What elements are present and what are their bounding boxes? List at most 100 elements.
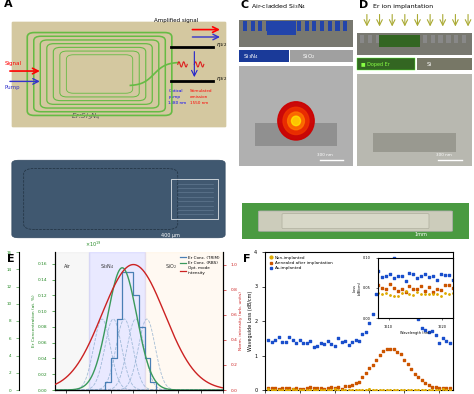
Point: [292, 385, 300, 392]
Point: [310, 387, 318, 393]
Bar: [417, 58, 472, 70]
Point: [285, 387, 293, 393]
Point: [383, 387, 391, 393]
Point: [369, 310, 377, 317]
Point: [348, 339, 356, 346]
Bar: [383, 35, 388, 43]
Point: [307, 338, 314, 344]
Point: [369, 361, 377, 368]
Point: [435, 387, 443, 393]
Ellipse shape: [283, 107, 309, 134]
Text: Pump: Pump: [5, 85, 20, 90]
Point: [418, 387, 426, 393]
Point: [359, 374, 366, 381]
Point: [380, 387, 387, 393]
Bar: [239, 66, 353, 166]
Text: Si$_3$N$_4$: Si$_3$N$_4$: [100, 262, 114, 271]
Point: [362, 370, 370, 376]
Text: Amplified signal: Amplified signal: [154, 18, 198, 23]
Point: [393, 348, 401, 355]
Point: [272, 385, 279, 391]
Bar: [423, 35, 427, 43]
Point: [408, 366, 415, 372]
Bar: [55, 252, 89, 390]
Point: [338, 387, 346, 393]
Point: [446, 387, 453, 393]
Bar: [447, 35, 450, 43]
Bar: [266, 21, 270, 31]
Point: [408, 387, 415, 393]
Y-axis label: Waveguide Loss (dB/cm): Waveguide Loss (dB/cm): [248, 291, 253, 351]
Point: [320, 387, 328, 393]
Point: [328, 341, 335, 348]
Point: [264, 337, 272, 344]
Point: [331, 385, 338, 391]
Point: [289, 336, 297, 343]
Text: Si$_3$N$_4$: Si$_3$N$_4$: [243, 52, 259, 61]
Point: [365, 365, 373, 371]
Point: [404, 387, 411, 393]
Point: [264, 385, 272, 391]
Point: [414, 387, 422, 393]
Point: [442, 338, 450, 344]
Point: [275, 386, 283, 392]
Point: [279, 387, 286, 393]
Text: B: B: [7, 150, 16, 160]
Point: [282, 387, 290, 393]
Bar: [258, 21, 263, 31]
Point: [428, 387, 436, 393]
Point: [383, 346, 391, 352]
Bar: [171, 178, 218, 219]
Point: [404, 290, 411, 296]
Text: 1550 nm: 1550 nm: [190, 100, 208, 104]
Point: [285, 385, 293, 391]
Bar: [145, 252, 223, 390]
Bar: [343, 21, 347, 31]
Point: [393, 267, 401, 273]
Point: [421, 380, 429, 386]
Point: [439, 335, 447, 342]
Bar: [357, 33, 472, 55]
FancyBboxPatch shape: [12, 160, 225, 238]
Point: [408, 301, 415, 307]
Point: [442, 385, 450, 391]
Text: C: C: [240, 0, 249, 10]
Text: 1mm: 1mm: [415, 232, 428, 237]
Bar: [320, 21, 324, 31]
Bar: [438, 35, 443, 43]
Point: [359, 331, 366, 337]
Point: [310, 344, 318, 350]
Point: [386, 346, 394, 352]
Point: [414, 316, 422, 322]
Point: [390, 255, 398, 262]
Text: SiO$_2$: SiO$_2$: [302, 52, 315, 61]
Bar: [415, 35, 419, 43]
Point: [401, 357, 408, 363]
Bar: [373, 133, 456, 152]
Point: [425, 329, 432, 336]
Text: ■ Doped Er: ■ Doped Er: [361, 62, 390, 67]
Point: [401, 280, 408, 286]
Bar: [379, 35, 420, 47]
Text: E: E: [7, 254, 15, 264]
Point: [421, 327, 429, 333]
Point: [428, 384, 436, 390]
Bar: [312, 21, 317, 31]
Point: [300, 340, 307, 346]
Point: [282, 339, 290, 346]
Point: [435, 340, 443, 346]
Point: [324, 338, 331, 344]
Bar: [297, 21, 301, 31]
Text: $\eta_{1/2}$: $\eta_{1/2}$: [216, 41, 227, 49]
Point: [373, 291, 380, 297]
Polygon shape: [12, 22, 225, 126]
Point: [331, 386, 338, 392]
Point: [338, 386, 346, 392]
Point: [313, 343, 321, 349]
Bar: [391, 35, 395, 43]
Point: [376, 282, 383, 289]
Text: Er:Si$_3$N$_4$: Er:Si$_3$N$_4$: [71, 112, 100, 122]
Point: [376, 352, 383, 359]
Text: 400 μm: 400 μm: [161, 233, 180, 238]
Point: [401, 387, 408, 393]
